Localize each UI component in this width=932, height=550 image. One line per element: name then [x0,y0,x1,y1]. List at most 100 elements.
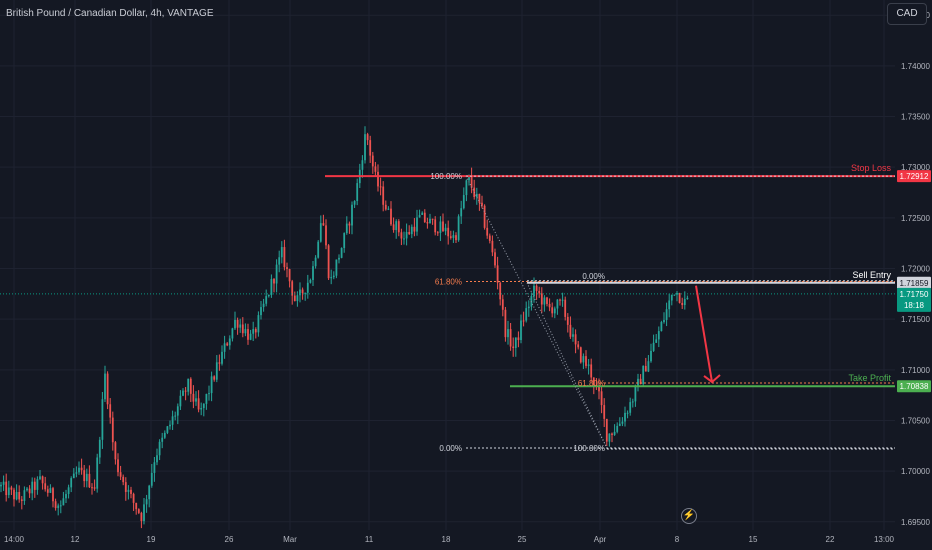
candle-down [408,231,411,235]
candle-down [241,324,244,334]
candle-up [231,328,234,339]
lightning-icon[interactable]: ⚡ [681,508,697,524]
candle-up [262,303,265,308]
candle-up [75,472,78,474]
candle-up [2,481,5,485]
chart-title: British Pound / Canadian Dollar, 4h, VAN… [6,8,214,19]
candle-down [481,202,483,206]
candle-down [283,247,286,268]
candle-up [650,350,652,362]
candle-down [644,365,647,372]
candle-up [23,490,26,502]
candle-down [5,481,8,496]
candle-down [80,467,83,471]
candle-up [317,241,320,258]
candle-up [405,231,408,239]
candle-up [127,489,130,492]
candle-up [304,292,307,294]
candle-down [114,442,117,460]
candle-down [218,362,221,364]
candle-up [410,226,413,235]
y-tick-label: 1.70000 [901,467,930,476]
fib2-trend-line [526,282,608,449]
candle-up [608,433,611,442]
candle-up [631,401,634,403]
candle-up [525,308,528,321]
candle-up [174,415,177,417]
candle-up [153,462,156,473]
take-profit-label: Take Profit [848,373,891,383]
candle-down [197,398,200,410]
candle-down [504,309,507,338]
x-tick-label: Mar [283,535,297,544]
candle-up [652,342,655,351]
candle-up [195,398,197,402]
candle-down [512,346,515,349]
candle-up [296,295,299,301]
candle-up [634,386,637,402]
x-tick-label: 25 [518,535,527,544]
candle-up [452,235,455,238]
candle-up [104,373,106,400]
candle-down [327,245,330,279]
candle-up [520,320,522,341]
y-tick-label: 1.71500 [901,315,930,324]
x-tick-label: 18 [442,535,451,544]
stop-loss-price-bg [897,170,931,183]
currency-selector[interactable]: CAD [887,3,927,25]
candle-up [340,248,343,258]
candle-down [137,509,140,513]
candle-down [132,493,135,503]
current-price: 1.71750 [900,290,929,299]
candle-up [345,223,348,234]
x-tick-label: 13:00 [874,535,895,544]
candle-up [395,221,398,231]
candle-down [348,223,351,226]
candle-down [678,292,681,303]
candle-up [673,294,676,296]
y-tick-label: 1.74000 [901,62,930,71]
candle-up [533,285,535,297]
candle-up [234,319,236,329]
fib-label-100: 100.00% [430,172,462,181]
candle-up [387,208,390,210]
candle-up [314,257,317,267]
candle-up [221,351,223,364]
candle-up [208,393,210,395]
candle-up [260,307,262,316]
x-tick-label: 12 [71,535,80,544]
candle-up [278,257,281,265]
candle-up [543,297,546,305]
candle-down [13,489,15,500]
candle-up [249,333,252,340]
candle-down [52,488,54,502]
candle-up [351,204,353,226]
candle-up [163,432,166,438]
candle-up [686,297,689,300]
candle-down [384,204,387,210]
candle-down [501,299,504,310]
fib-trend-line [465,175,608,449]
candle-up [156,455,158,463]
candle-down [611,433,613,435]
candle-down [551,307,554,314]
candle-down [574,334,577,345]
y-tick-label: 1.72000 [901,265,930,274]
candle-up [624,412,626,422]
current-price-bg [897,287,931,312]
candle-up [330,277,333,279]
candle-up [332,275,335,278]
candle-down [592,377,595,386]
candle-up [275,264,278,284]
candle-up [49,488,52,493]
current-countdown: 18:18 [904,301,925,310]
candle-up [244,329,247,334]
candle-up [228,338,231,346]
candle-up [319,223,322,242]
candle-up [26,488,28,491]
x-tick-label: 8 [675,535,680,544]
candle-up [143,504,145,522]
candle-up [439,221,442,233]
candle-down [478,193,481,203]
